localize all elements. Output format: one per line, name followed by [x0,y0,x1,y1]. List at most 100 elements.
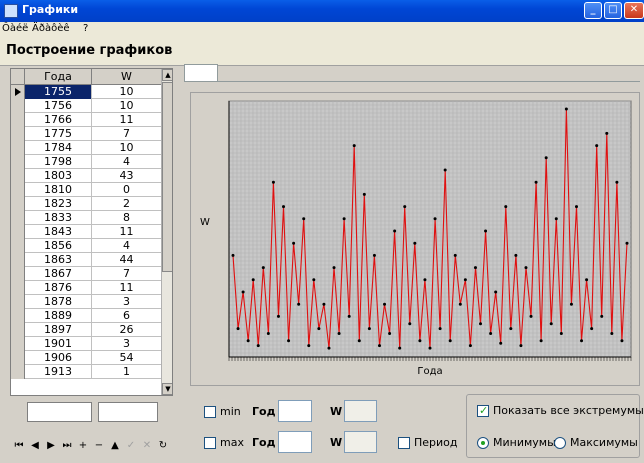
table-row[interactable]: 1901 3 [11,337,161,351]
nav-next-button[interactable]: ▶ [47,440,55,451]
cell-w[interactable]: 43 [119,169,134,182]
row-indicator[interactable] [11,365,25,379]
nav-delete-button[interactable]: − [94,440,104,451]
cell-year[interactable]: 1863 [25,253,92,267]
cell-year[interactable]: 1878 [25,295,92,309]
table-row[interactable]: 1876 11 [11,281,161,295]
cell-w[interactable]: 44 [119,253,134,266]
cell-w[interactable]: 4 [123,239,130,252]
menu-file[interactable]: Ôàéë [2,23,29,34]
max-year-field[interactable] [278,431,312,453]
row-indicator[interactable] [11,281,25,295]
table-row[interactable]: 1756 10 [11,99,161,113]
cell-year[interactable]: 1906 [25,351,92,365]
cell-w[interactable]: 7 [123,267,130,280]
row-indicator[interactable] [11,183,25,197]
maximize-button[interactable]: □ [604,2,622,19]
table-row[interactable]: 1913 1 [11,365,161,379]
row-indicator[interactable] [11,309,25,323]
min-w-field[interactable] [344,400,377,422]
column-header-w[interactable]: W [121,70,132,83]
cell-year[interactable]: 1756 [25,99,92,113]
cell-w[interactable]: 7 [123,127,130,140]
cell-w[interactable]: 11 [119,225,134,238]
cell-year[interactable]: 1843 [25,225,92,239]
column-header-year[interactable]: Года [25,69,92,85]
cell-year[interactable]: 1867 [25,267,92,281]
cell-year[interactable]: 1856 [25,239,92,253]
cell-w[interactable]: 3 [123,337,130,350]
nav-edit-button[interactable]: ▲ [111,440,119,451]
cell-year[interactable]: 1901 [25,337,92,351]
cell-w[interactable]: 0 [123,183,130,196]
row-indicator[interactable] [11,141,25,155]
max-w-field[interactable] [344,431,377,453]
nav-refresh-button[interactable]: ↻ [158,440,168,451]
menu-help[interactable]: ? [83,23,89,34]
period-checkbox[interactable] [398,437,410,449]
max-checkbox[interactable] [204,437,216,449]
cell-year[interactable]: 1897 [25,323,92,337]
scroll-thumb[interactable] [162,82,172,272]
show-all-extremes-checkbox[interactable] [477,404,489,417]
row-indicator[interactable] [11,99,25,113]
cell-year[interactable]: 1798 [25,155,92,169]
w-edit-field[interactable] [98,402,158,422]
cell-year[interactable]: 1889 [25,309,92,323]
nav-last-button[interactable]: ⏭ [62,440,72,451]
cell-w[interactable]: 26 [119,323,134,336]
min-year-field[interactable] [278,400,312,422]
table-row[interactable]: 1867 7 [11,267,161,281]
cell-year[interactable]: 1775 [25,127,92,141]
cell-year[interactable]: 1766 [25,113,92,127]
nav-post-button[interactable]: ✓ [126,440,136,451]
cell-w[interactable]: 10 [119,99,134,112]
table-row[interactable]: 1766 11 [11,113,161,127]
row-indicator[interactable] [11,155,25,169]
row-indicator[interactable] [11,113,25,127]
row-indicator[interactable] [11,85,25,99]
table-row[interactable]: 1798 4 [11,155,161,169]
min-checkbox[interactable] [204,406,216,418]
cell-year[interactable]: 1913 [25,365,92,379]
cell-w[interactable]: 11 [119,281,134,294]
cell-year[interactable]: 1784 [25,141,92,155]
cell-year[interactable]: 1833 [25,211,92,225]
nav-cancel-button[interactable]: ✕ [142,440,152,451]
cell-w[interactable]: 10 [119,141,134,154]
table-row[interactable]: 1889 6 [11,309,161,323]
cell-w[interactable]: 8 [123,211,130,224]
cell-w[interactable]: 3 [123,295,130,308]
table-row[interactable]: 1906 54 [11,351,161,365]
cell-w[interactable]: 10 [119,85,134,98]
row-indicator[interactable] [11,211,25,225]
cell-year[interactable]: 1823 [25,197,92,211]
table-row[interactable]: 1878 3 [11,295,161,309]
row-indicator[interactable] [11,337,25,351]
nav-insert-button[interactable]: + [78,440,88,451]
cell-w[interactable]: 11 [119,113,134,126]
scroll-down-icon[interactable]: ▼ [162,383,172,395]
chart-tab[interactable] [184,64,218,82]
row-indicator[interactable] [11,169,25,183]
menu-graph[interactable]: Äðàôèê [32,23,70,34]
cell-year[interactable]: 1876 [25,281,92,295]
cell-year[interactable]: 1810 [25,183,92,197]
cell-w[interactable]: 1 [123,365,130,378]
table-row[interactable]: 1775 7 [11,127,161,141]
table-row[interactable]: 1863 44 [11,253,161,267]
row-indicator[interactable] [11,253,25,267]
row-indicator[interactable] [11,267,25,281]
table-row[interactable]: 1856 4 [11,239,161,253]
row-indicator[interactable] [11,351,25,365]
table-row[interactable]: 1833 8 [11,211,161,225]
cell-year[interactable]: 1755 [25,85,92,99]
table-row[interactable]: 1843 11 [11,225,161,239]
table-row[interactable]: 1823 2 [11,197,161,211]
cell-w[interactable]: 54 [119,351,134,364]
cell-w[interactable]: 6 [123,309,130,322]
table-row[interactable]: 1803 43 [11,169,161,183]
table-row[interactable]: 1810 0 [11,183,161,197]
cell-w[interactable]: 2 [123,197,130,210]
row-indicator[interactable] [11,295,25,309]
